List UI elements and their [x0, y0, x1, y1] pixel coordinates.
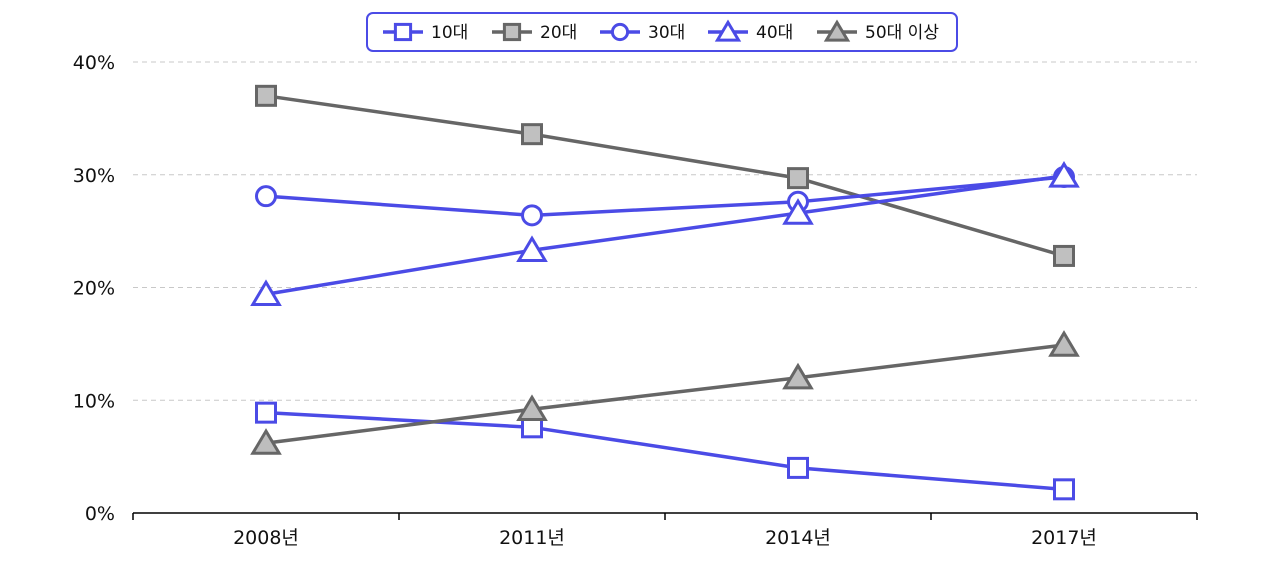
- legend-label-50plus: 50대 이상: [865, 23, 939, 43]
- legend-marker-30s: [610, 22, 630, 42]
- data-point-40s: [782, 198, 814, 225]
- x-tick-label: 2008년: [233, 527, 299, 549]
- legend-marker-10s: [393, 22, 413, 42]
- series-group: [250, 84, 1080, 501]
- legend-label-20s: 20대: [540, 23, 577, 43]
- data-point-30s: [521, 204, 543, 227]
- y-tick-label: 10%: [73, 390, 115, 412]
- data-point-20s: [521, 123, 543, 146]
- series-line-10s: [265, 410, 1065, 492]
- data-point-50plus: [250, 428, 282, 455]
- y-tick-label: 0%: [85, 503, 115, 525]
- legend-box: [366, 12, 958, 52]
- legend-marker-50plus: [823, 19, 851, 42]
- data-point-50plus: [782, 362, 814, 390]
- y-tick-label: 20%: [73, 278, 115, 300]
- legend-label-10s: 10대: [431, 23, 468, 43]
- data-point-10s: [787, 456, 809, 479]
- y-tick-label: 40%: [73, 52, 115, 74]
- y-tick-label: 30%: [73, 165, 115, 187]
- data-point-30s: [255, 185, 277, 208]
- data-point-20s: [1053, 244, 1075, 267]
- data-point-50plus: [516, 394, 548, 421]
- series-line-30s: [265, 175, 1065, 218]
- axes: 0% 10% 20% 30% 40% 2008년 2011년 2014년 2017년: [73, 52, 1198, 549]
- x-tick-label: 2014년: [765, 527, 831, 549]
- legend-marker-40s: [714, 19, 742, 42]
- legend: 10대 20대 30대 40대 50대 이상: [366, 12, 958, 52]
- legend-label-30s: 30대: [648, 23, 685, 43]
- data-point-10s: [1053, 478, 1075, 501]
- data-point-20s: [787, 167, 809, 190]
- data-point-10s: [255, 401, 277, 424]
- legend-label-40s: 40대: [756, 23, 793, 43]
- data-point-40s: [516, 235, 548, 262]
- gridlines: [133, 61, 1197, 401]
- series-line-20s: [265, 94, 1065, 258]
- series-line-40s: [265, 174, 1065, 296]
- x-tick-label: 2017년: [1031, 527, 1097, 549]
- data-point-20s: [255, 84, 277, 107]
- series-line-50plus: [265, 343, 1065, 445]
- legend-marker-20s: [502, 22, 522, 42]
- data-point-50plus: [1048, 330, 1080, 357]
- x-tick-label: 2011년: [499, 527, 565, 549]
- data-point-40s: [250, 279, 282, 306]
- data-point-40s: [1048, 160, 1080, 188]
